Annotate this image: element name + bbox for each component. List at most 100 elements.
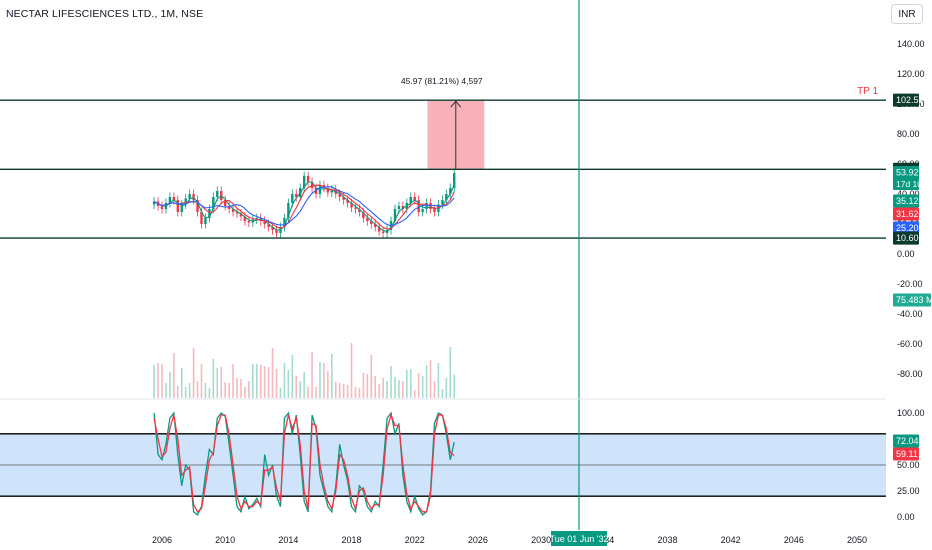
- candle-body: [370, 221, 373, 224]
- candle-body: [409, 197, 412, 203]
- target-box-layer: [427, 100, 485, 170]
- volume-bar: [327, 371, 329, 398]
- price-badge: [893, 231, 919, 245]
- volume-bar: [425, 365, 428, 398]
- volume-bar: [299, 381, 302, 398]
- moving-average-line: [153, 186, 455, 227]
- candle-body: [342, 197, 345, 200]
- volume-bar: [342, 384, 345, 398]
- volume-bar: [398, 380, 400, 398]
- volume-bar: [417, 373, 420, 398]
- candle-body: [188, 194, 191, 199]
- candle-body: [212, 197, 215, 209]
- price-badge-label: 10.60: [896, 233, 919, 243]
- volume-bar: [236, 378, 238, 398]
- time-tick-label: 2042: [721, 535, 741, 545]
- time-tick-label: 2026: [468, 535, 488, 545]
- oscillator-tick-label: 100.00: [897, 408, 925, 418]
- time-tick-label: 2018: [342, 535, 362, 545]
- candle-body: [231, 209, 235, 212]
- candle-body: [168, 197, 172, 203]
- candle-body: [377, 227, 381, 232]
- candle-body: [152, 201, 156, 205]
- candle-body: [287, 203, 290, 218]
- volume-bar: [157, 363, 159, 398]
- price-tick-label: 120.00: [897, 69, 925, 79]
- candle-body: [362, 212, 365, 218]
- volume-bar: [382, 378, 384, 398]
- volume-bar: [437, 363, 440, 398]
- volume-bar: [271, 348, 274, 398]
- candle-body: [239, 213, 243, 217]
- labels-layer: 45.97 (81.21%) 4,597 TP 1 Tue 01 Jun '32 10…: [401, 76, 932, 546]
- moving-average-line: [153, 181, 455, 233]
- volume-bar: [331, 354, 333, 398]
- volume-bar: [208, 388, 211, 398]
- candle-body: [200, 212, 203, 224]
- candle-body: [263, 221, 266, 224]
- oscillator-tick-label: 25.00: [897, 486, 920, 496]
- candle-body: [295, 194, 298, 197]
- candle-body: [184, 198, 187, 205]
- volume-bar: [409, 369, 412, 398]
- currency-button[interactable]: INR: [891, 4, 923, 24]
- oscillator-badge: [893, 434, 919, 448]
- price-tick-label: 0.00: [897, 249, 915, 259]
- candle-body: [366, 218, 369, 221]
- volume-bar: [307, 387, 309, 398]
- volume-bar: [184, 387, 187, 398]
- candle-body: [445, 194, 448, 200]
- volume-bar: [441, 389, 444, 398]
- candle-body: [397, 206, 401, 209]
- volume-bar: [421, 376, 424, 398]
- candle-body: [433, 209, 436, 212]
- time-tick-label: 2046: [784, 535, 804, 545]
- oscillator-badge: [893, 447, 919, 461]
- volume-bar: [161, 364, 163, 398]
- volume-bar: [216, 368, 219, 398]
- volume-bar: [291, 355, 294, 398]
- time-tick-label: 2038: [657, 535, 677, 545]
- volume-bar: [378, 384, 380, 398]
- volume-bar: [180, 368, 183, 398]
- crosshair-time-badge: [551, 531, 607, 546]
- volume-bar: [263, 366, 266, 398]
- volume-bar: [374, 376, 377, 398]
- horizontal-levels-layer[interactable]: [0, 0, 886, 530]
- axes-layer: 140.00120.00100.0080.0060.0040.0020.000.…: [0, 39, 925, 545]
- candle-body: [421, 209, 424, 212]
- candle-body: [441, 200, 444, 205]
- price-badge-label: 102.57: [896, 95, 924, 105]
- volume-bar: [323, 363, 325, 398]
- volume-bar: [279, 388, 282, 398]
- volume-bar: [319, 362, 321, 398]
- candle-body: [417, 200, 420, 212]
- volume-bar: [366, 374, 369, 398]
- price-badge: [893, 194, 919, 208]
- price-badge-label: 75.483 M: [896, 295, 932, 305]
- volume-bar: [390, 366, 392, 398]
- volume-bar: [402, 381, 404, 398]
- volume-bar: [275, 369, 278, 398]
- volume-bar: [255, 364, 258, 398]
- volume-bar: [188, 383, 191, 398]
- volume-bar: [386, 381, 388, 398]
- time-tick-label: 2014: [278, 535, 298, 545]
- candle-body: [354, 207, 357, 209]
- oscillator-tick-label: 0.00: [897, 512, 915, 522]
- price-badge-label: 53.92: [896, 168, 919, 178]
- volume-bar: [232, 364, 234, 398]
- oscillator-badge-label: 72.04: [896, 436, 919, 446]
- time-tick-label: 2006: [152, 535, 172, 545]
- candle-body: [223, 200, 227, 206]
- price-tick-label: -80.00: [897, 369, 923, 379]
- candle-body: [393, 209, 397, 221]
- candle-body: [204, 218, 207, 224]
- tp1-annotation: TP 1: [857, 86, 878, 97]
- volume-bar: [295, 376, 298, 398]
- price-badge-label: 31.62: [896, 209, 919, 219]
- candle-body: [172, 197, 176, 200]
- symbol-title[interactable]: NECTAR LIFESCIENCES LTD., 1M, NSE: [6, 8, 204, 20]
- candle-body: [235, 212, 239, 214]
